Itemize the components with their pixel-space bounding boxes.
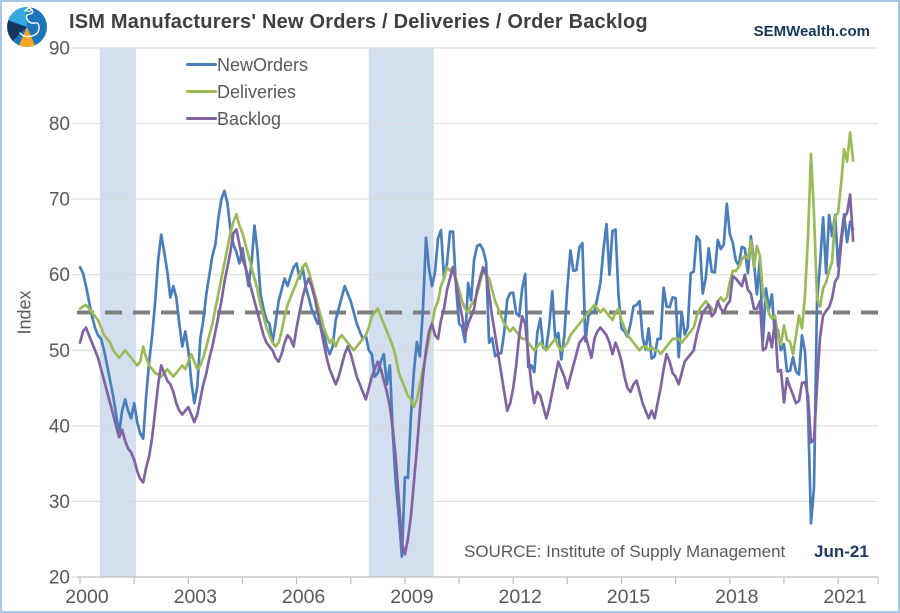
x-tick-label-2006: 2006 (282, 586, 325, 608)
x-tick-label-2000: 2000 (65, 586, 109, 608)
brand-link[interactable]: SEMWealth.com (753, 23, 870, 40)
footnote-row: SOURCE: Institute of Supply Management J… (2, 542, 898, 564)
legend-item-neworders: NewOrders (186, 51, 308, 78)
legend-item-deliveries: Deliveries (186, 78, 308, 105)
legend-label-backlog: Backlog (217, 108, 282, 129)
x-tick-label-2003: 2003 (174, 586, 217, 608)
series-line-deliveries (78, 131, 855, 409)
x-tick-label-2012: 2012 (499, 586, 542, 608)
backlog-line-swatch (186, 116, 217, 121)
y-tick-label-60: 60 (49, 265, 70, 286)
y-tick-label-80: 80 (49, 114, 70, 135)
y-tick-label-90: 90 (49, 39, 70, 60)
x-tick-label-2015: 2015 (607, 586, 651, 608)
chart-title: ISM Manufacturers' New Orders / Deliveri… (69, 11, 648, 33)
legend: NewOrders Deliveries Backlog (186, 51, 308, 132)
y-tick-label-40: 40 (49, 416, 70, 437)
deliveries-line-swatch (186, 89, 217, 94)
y-tick-label-70: 70 (49, 190, 70, 211)
y-tick-label-50: 50 (49, 341, 70, 362)
x-tick-label-2021: 2021 (823, 586, 866, 608)
legend-label-deliveries: Deliveries (217, 81, 297, 102)
semwealth-logo-icon (7, 6, 47, 47)
series-line-backlog (78, 193, 855, 556)
x-tick-label-2009: 2009 (390, 586, 433, 608)
y-tick-label-20: 20 (49, 568, 70, 589)
y-tick-label-30: 30 (49, 492, 70, 513)
x-tick-label-2018: 2018 (715, 586, 758, 608)
legend-item-backlog: Backlog (186, 105, 308, 132)
source-label: SOURCE: Institute of Supply Management (464, 542, 786, 561)
latest-month-badge: Jun-21 (814, 542, 869, 561)
neworders-line-swatch (186, 62, 217, 67)
legend-label-neworders: NewOrders (217, 54, 309, 75)
